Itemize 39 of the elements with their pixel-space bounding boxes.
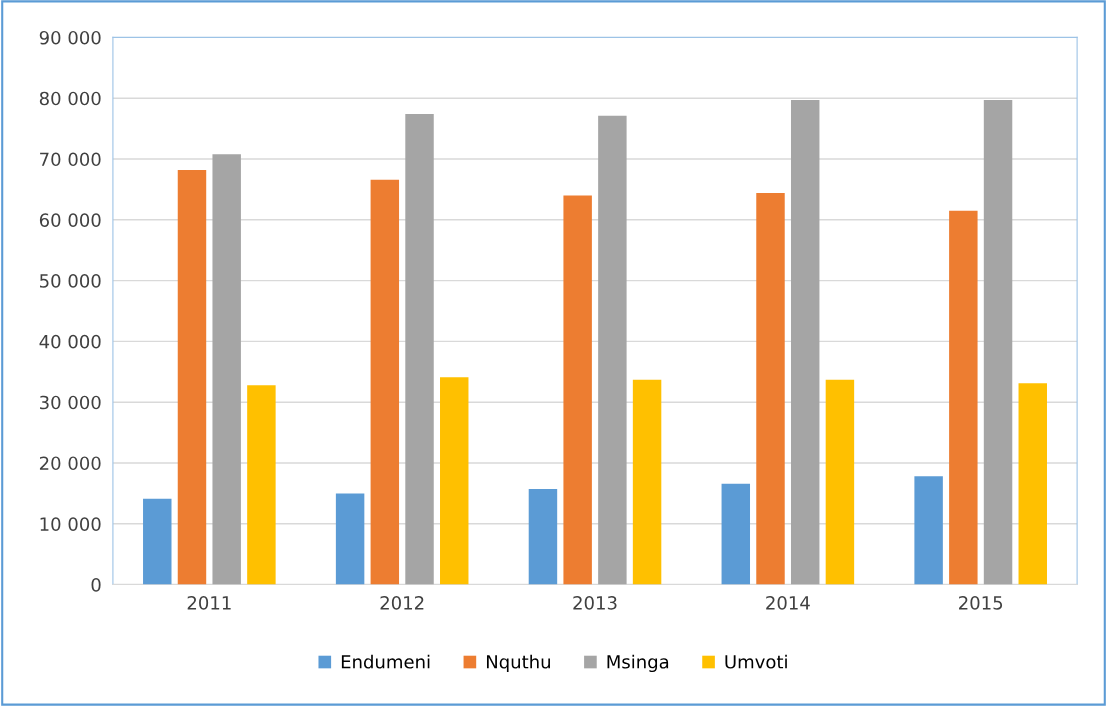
bar <box>143 498 172 585</box>
y-tick-label: 50 000 <box>40 274 101 288</box>
y-tick-label: 80 000 <box>39 91 101 106</box>
bar <box>790 100 820 585</box>
legend-label: Msinga <box>607 654 669 673</box>
bar <box>914 476 943 585</box>
x-tick-label: 2015 <box>959 596 1003 610</box>
x-tick-label: 2011 <box>187 596 231 610</box>
y-tick-label: 20 000 <box>39 456 101 471</box>
bar <box>440 377 469 585</box>
x-tick-label: 2012 <box>380 596 424 610</box>
bar <box>721 483 751 585</box>
legend-label: Endumeni <box>341 654 430 669</box>
bar <box>756 193 785 585</box>
y-tick-label: 10 000 <box>40 517 101 531</box>
bar <box>247 385 276 585</box>
legend-label: Umvoti <box>725 654 787 669</box>
bar <box>1018 383 1047 585</box>
bar <box>212 154 241 585</box>
legend-label: Nquthu <box>486 654 550 673</box>
bar <box>563 195 592 585</box>
y-tick-label: 60 000 <box>39 213 101 227</box>
y-tick-label: 90 000 <box>39 30 101 45</box>
bar <box>370 179 400 585</box>
bar <box>983 100 1013 585</box>
y-tick-label: 0 <box>91 578 101 592</box>
bar <box>949 210 978 585</box>
y-tick-label: 40 000 <box>39 334 101 349</box>
bar <box>825 379 855 585</box>
x-tick-label: 2013 <box>573 596 617 610</box>
y-tick-label: 70 000 <box>40 152 101 167</box>
bar <box>632 379 662 585</box>
bar <box>405 114 434 585</box>
bar <box>598 115 627 585</box>
bar <box>177 169 207 585</box>
y-tick-label: 30 000 <box>40 395 101 410</box>
bar <box>335 493 365 585</box>
bar <box>528 489 558 585</box>
x-tick-label: 2014 <box>766 596 810 610</box>
